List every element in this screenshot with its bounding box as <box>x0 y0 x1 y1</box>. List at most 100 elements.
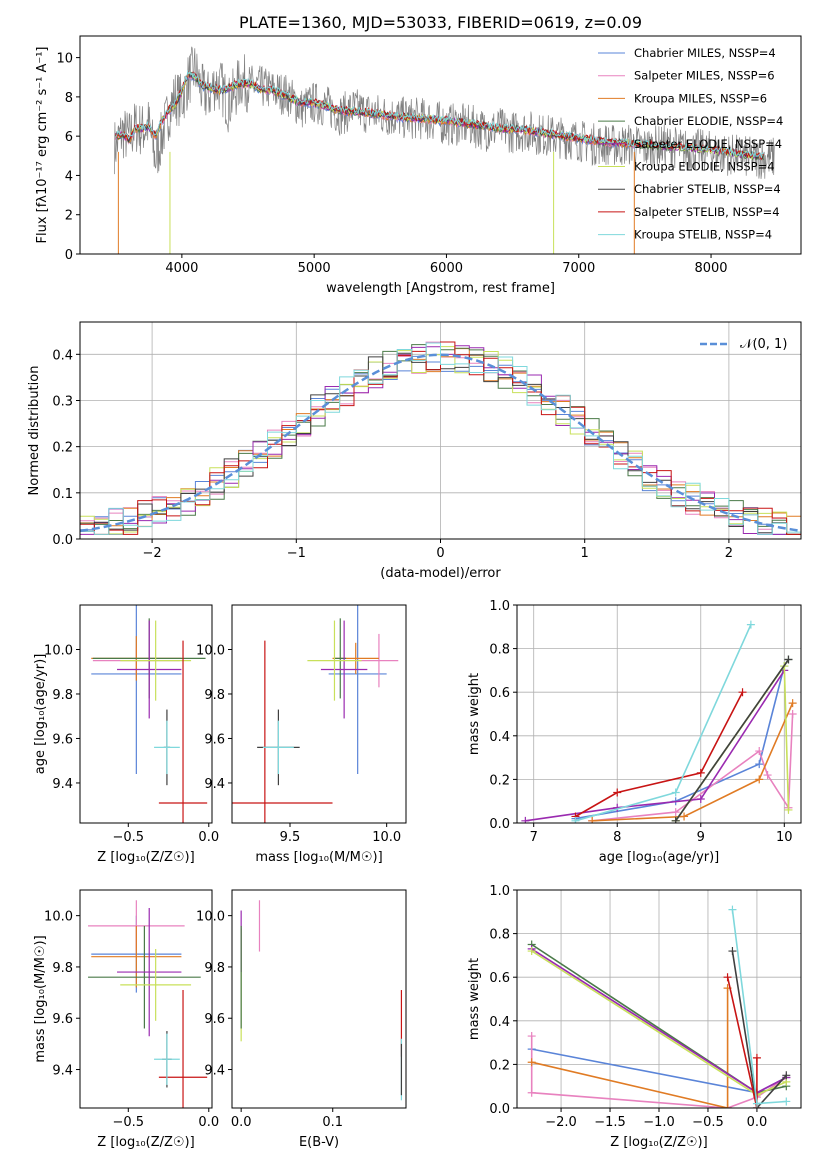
panel-age-z: −0.5 0.0 9.4 9.6 9.8 10.0 Z [log₁₀(Z/Z☉)] age [… <box>33 604 219 865</box>
x-tick-label: 0.0 <box>231 1115 252 1130</box>
x-tick-label: 4000 <box>165 261 198 276</box>
y-tick-label: 4 <box>65 169 73 184</box>
mass-weight-line <box>592 713 794 822</box>
x-tick-label: 0.0 <box>198 1115 219 1130</box>
mass-weight-point <box>723 973 732 982</box>
mass-weight-line <box>726 977 758 1108</box>
panel-age-mass: 9.5 10.0 9.4 9.6 9.8 10.0 mass [log₁₀(M/M☉)] <box>196 604 407 865</box>
mass-weight-point <box>728 905 737 914</box>
y-tick-label: 0.2 <box>52 441 73 456</box>
mass-weight-point <box>728 947 737 956</box>
y-tick-label: 0.3 <box>52 394 73 409</box>
legend-entry: Salpeter MILES, NSSP=6 <box>634 69 775 83</box>
y-tick-label: 0.8 <box>489 643 510 658</box>
axes-frame <box>79 321 802 540</box>
mass-weight-point <box>527 947 536 956</box>
y-tick-label: 9.4 <box>52 777 73 792</box>
y-axis-label: mass weight <box>467 958 482 1040</box>
mass-weight-point <box>696 795 705 804</box>
x-tick-label: −0.5 <box>113 830 145 845</box>
x-axis-label: Z [log₁₀(Z/Z☉)] <box>97 1135 194 1150</box>
panel-spectrum: 4000 5000 6000 7000 8000 0 2 4 6 8 10 wavelength [A… <box>35 13 802 296</box>
x-axis-label: wavelength [Angstrom, rest frame] <box>326 281 555 296</box>
y-tick-label: 2 <box>65 209 73 224</box>
y-tick-label: 0.0 <box>489 1102 510 1117</box>
x-axis-label: age [log₁₀(age/yr)] <box>599 850 720 865</box>
axes-frame <box>516 889 802 1109</box>
plot-area <box>232 605 399 823</box>
y-tick-label: 9.8 <box>204 961 225 976</box>
mass-weight-point <box>752 1053 761 1062</box>
y-axis-label: Normed distribution <box>27 366 42 496</box>
mass-weight-point <box>752 1099 761 1108</box>
plot-area <box>91 605 208 823</box>
x-tick-label: −0.5 <box>692 1115 724 1130</box>
y-axis-label: mass [log₁₀(M/M☉)] <box>33 935 48 1062</box>
mass-weight-line <box>531 988 729 1108</box>
y-axis-label: Flux [fλ10⁻¹⁷ erg cm⁻² s⁻¹ A⁻¹] <box>35 47 50 244</box>
legend-entry: Kroupa MILES, NSSP=6 <box>634 91 767 105</box>
mass-weight-point <box>613 788 622 797</box>
x-tick-label: 7000 <box>562 261 595 276</box>
x-tick-label: 8000 <box>694 261 727 276</box>
mass-weight-point <box>763 771 772 780</box>
y-tick-label: 9.4 <box>204 777 225 792</box>
plot-area <box>527 905 791 1108</box>
legend-entry: Chabrier STELIB, NSSP=4 <box>634 182 781 196</box>
panel-residuals: −2 −1 0 1 2 0.0 0.1 0.2 0.3 0.4 (data-model)/error… <box>27 321 802 581</box>
plot-area <box>80 341 801 535</box>
y-tick-label: 1.0 <box>489 599 510 614</box>
x-tick-label: 0.0 <box>198 830 219 845</box>
x-tick-label: −1.5 <box>594 1115 626 1130</box>
y-axis-label: age [log₁₀(age/yr)] <box>33 654 48 775</box>
legend-entry: 𝒩(0, 1) <box>740 337 787 352</box>
mass-weight-point <box>746 620 755 629</box>
model-spectrum-line <box>115 69 764 158</box>
mass-weight-line <box>575 624 752 822</box>
mass-weight-point <box>571 816 580 823</box>
y-tick-label: 9.6 <box>52 732 73 747</box>
x-tick-label: 2 <box>725 546 733 561</box>
y-axis-label: mass weight <box>467 673 482 755</box>
mass-weight-point <box>755 760 764 769</box>
y-tick-label: 0.8 <box>489 928 510 943</box>
mass-weight-point <box>723 1104 732 1108</box>
mass-weight-point <box>680 812 689 821</box>
x-tick-label: 0 <box>436 546 444 561</box>
y-tick-label: 0.4 <box>52 348 73 363</box>
panel-massweight-z: −2.0 −1.5 −1.0 −0.5 0.0 0.0 0.2 0.4 0.6 0.8 1.0 Z [… <box>467 884 802 1150</box>
x-tick-label: −1.0 <box>643 1115 675 1130</box>
y-tick-label: 9.6 <box>204 1012 225 1027</box>
y-tick-label: 10.0 <box>196 910 225 925</box>
mass-weight-point <box>788 710 797 718</box>
axes-frame <box>231 889 407 1109</box>
x-tick-label: −0.5 <box>113 1115 145 1130</box>
mass-weight-point <box>738 688 747 697</box>
mass-weight-point <box>784 655 793 664</box>
panel-mass-ebv: 0.0 0.1 9.4 9.6 9.8 10.0 E(B-V) <box>196 889 407 1150</box>
mass-weight-line <box>575 691 744 818</box>
x-axis-label: E(B-V) <box>299 1135 339 1150</box>
mass-weight-point <box>671 808 680 817</box>
mass-weight-point <box>784 805 793 814</box>
y-tick-label: 0.2 <box>489 1058 510 1073</box>
x-tick-label: −2.0 <box>545 1115 577 1130</box>
mass-weight-point <box>671 816 680 823</box>
mass-weight-point <box>696 768 705 777</box>
mass-weight-point <box>671 788 680 797</box>
x-tick-label: 9.5 <box>280 830 301 845</box>
x-axis-label: (data-model)/error <box>380 566 501 581</box>
x-tick-label: 6000 <box>430 261 463 276</box>
plot-area <box>240 900 403 1101</box>
panel-massweight-age: 7 8 9 10 0.0 0.2 0.4 0.6 0.8 1.0 age [log₁₀(age/yr… <box>467 599 802 865</box>
y-tick-label: 0.6 <box>489 686 510 701</box>
mass-weight-point <box>527 1032 536 1041</box>
x-tick-label: 9 <box>697 830 705 845</box>
x-tick-label: 1 <box>581 546 589 561</box>
plot-area <box>114 46 775 254</box>
legend-entry: Kroupa STELIB, NSSP=4 <box>634 228 772 242</box>
y-tick-label: 1.0 <box>489 884 510 899</box>
mass-weight-point <box>788 699 797 708</box>
legend-entry: Chabrier ELODIE, NSSP=4 <box>634 114 783 128</box>
mass-weight-point <box>521 816 530 823</box>
